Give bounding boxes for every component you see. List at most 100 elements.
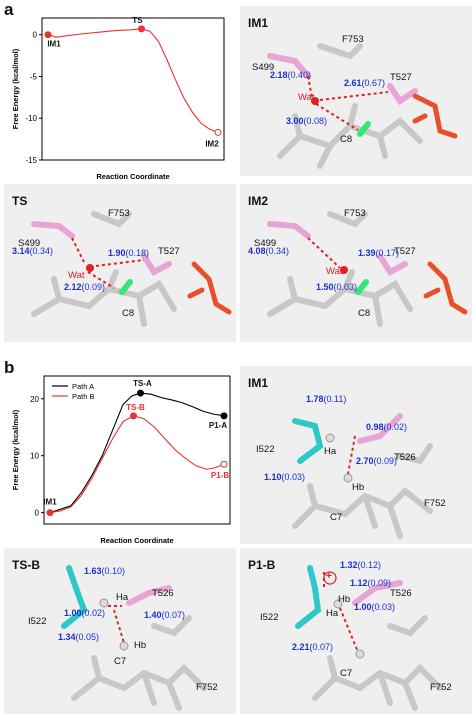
residue-label: T527: [394, 246, 416, 257]
residue-label: F753: [108, 208, 130, 219]
y-tick-label: 0: [33, 31, 38, 40]
molecule-drawing: [292, 413, 433, 539]
structure-title: IM2: [248, 194, 269, 208]
data-label: TS-B: [126, 403, 145, 412]
structure-title: TS-B: [12, 558, 40, 572]
legend-label: Path A: [72, 382, 94, 391]
charge-marker: [323, 571, 337, 585]
data-label: TS: [132, 16, 143, 25]
structure-title: IM1: [248, 376, 269, 390]
residue-label: I522: [260, 612, 279, 623]
distance-label: 2.70(0.09): [356, 456, 398, 466]
residue-label: I522: [256, 444, 275, 455]
residue-label: T526: [390, 588, 412, 599]
y-tick-label: -15: [25, 156, 37, 165]
residue-label: T526: [152, 588, 174, 599]
series-line: [49, 415, 225, 514]
legend-label: Path B: [72, 392, 95, 401]
y-tick-label: 20: [30, 395, 39, 404]
y-tick-label: -10: [25, 114, 37, 123]
charge-label: +: [326, 571, 332, 582]
molecule-drawing: [267, 43, 458, 169]
data-point: [136, 389, 144, 397]
atom-label: Ha: [324, 446, 337, 457]
data-label: P1-B: [211, 471, 229, 480]
data-label: IM1: [43, 498, 57, 507]
residue-label: F753: [344, 208, 366, 219]
structure-title: IM1: [248, 16, 269, 30]
residue-label: I522: [28, 616, 47, 627]
distance-label: 1.32(0.12): [340, 560, 382, 570]
water-label: Wat: [68, 270, 85, 281]
data-point: [220, 460, 228, 468]
molecule-drawing: [31, 211, 232, 327]
energy-chart-b: 0 10 20 Free Energy (kcal/mol) Reaction Coor…: [11, 375, 231, 545]
structure-im1-b: IM1 I522 T526 F752 C7 Ha Hb 1.78(0.11) 0…: [240, 366, 472, 544]
structure-im1-a: IM1 F753 S499 T527 C8 Wat 2.18(0.40) 2.6…: [240, 6, 472, 176]
distance-label: 2.18(0.40): [270, 70, 312, 80]
residue-label: C8: [340, 134, 353, 145]
residue-label: S499: [18, 238, 41, 249]
distance-label: 1.10(0.03): [264, 472, 306, 482]
distance-label: 0.98(0.02): [366, 422, 408, 432]
distance-label: 1.34(0.05): [58, 632, 100, 642]
series-line: [47, 28, 219, 133]
residue-label: C7: [330, 512, 343, 523]
residue-label: T527: [390, 72, 412, 83]
distance-label: 1.90(0.18): [108, 248, 150, 258]
molecule-drawing: [295, 565, 443, 711]
y-tick-label: -5: [30, 72, 38, 81]
distance-label: 1.50(0.03): [316, 282, 358, 292]
structure-ts-b: TS-B I522 T526 F752 C7 Ha Hb 1.63(0.10) …: [4, 548, 236, 714]
energy-chart-a: 0 -5 -10 -15 Free Energy (kcal/mol) Reaction …: [11, 16, 225, 181]
molecule-drawing: [267, 211, 468, 327]
water-label: Wat: [326, 266, 343, 277]
structure-title: TS: [12, 194, 28, 208]
atom-label: Ha: [326, 608, 339, 619]
distance-label: 1.00(0.03): [354, 602, 396, 612]
structure-im2-a: IM2 F753 S499 T527 C8 Wat 4.08(0.34) 1.3…: [240, 184, 472, 342]
residue-label: C8: [358, 308, 371, 319]
plot-frame: [41, 17, 225, 161]
y-tick-label: 0: [35, 509, 40, 518]
atom-label: Hb: [338, 594, 351, 605]
residue-label: C8: [122, 308, 135, 319]
data-label: IM2: [205, 139, 219, 148]
data-label: P1-A: [209, 421, 227, 430]
data-label: TS-A: [133, 379, 152, 388]
data-point: [220, 412, 228, 420]
atom-label: Hb: [134, 640, 147, 651]
x-axis-label: Reaction Coordinate: [100, 536, 173, 545]
molecule-drawing: [61, 565, 207, 711]
atom-label: Hb: [352, 482, 365, 493]
y-axis-label: Free Energy (kcal/mol): [11, 409, 20, 490]
plot-frame: [43, 375, 231, 525]
water-label: Wat: [298, 92, 315, 103]
panel-letter-a: a: [4, 0, 14, 19]
series-line: [49, 392, 225, 514]
residue-label: T527: [158, 246, 180, 257]
distance-label: 1.39(0.17): [358, 248, 400, 258]
distance-label: 1.40(0.07): [144, 610, 186, 620]
distance-label: 1.00(0.02): [64, 608, 106, 618]
data-point: [138, 25, 145, 33]
residue-label: F753: [342, 34, 364, 45]
distance-label: 1.78(0.11): [306, 394, 347, 404]
residue-label: F752: [196, 682, 218, 693]
data-point: [46, 509, 54, 517]
residue-label: S499: [254, 238, 277, 249]
residue-label: C7: [340, 668, 353, 679]
residue-label: S499: [252, 62, 275, 73]
y-axis-label: Free Energy (kcal/mol): [11, 48, 20, 129]
residue-label: F752: [424, 498, 446, 509]
panel-letter-b: b: [4, 358, 15, 377]
distance-label: 4.08(0.34): [248, 246, 290, 256]
distance-label: 3.00(0.08): [286, 116, 328, 126]
distance-label: 1.63(0.10): [84, 566, 126, 576]
data-label: IM1: [47, 40, 61, 49]
distance-label: 1.12(0.09): [350, 578, 392, 588]
data-point: [44, 31, 52, 39]
distance-label: 2.21(0.07): [292, 642, 334, 652]
distance-label: 2.12(0.09): [64, 282, 106, 292]
structure-ts-a: TS F753 S499 T527 C8 Wat 3.14(0.34) 1.90…: [4, 184, 236, 342]
